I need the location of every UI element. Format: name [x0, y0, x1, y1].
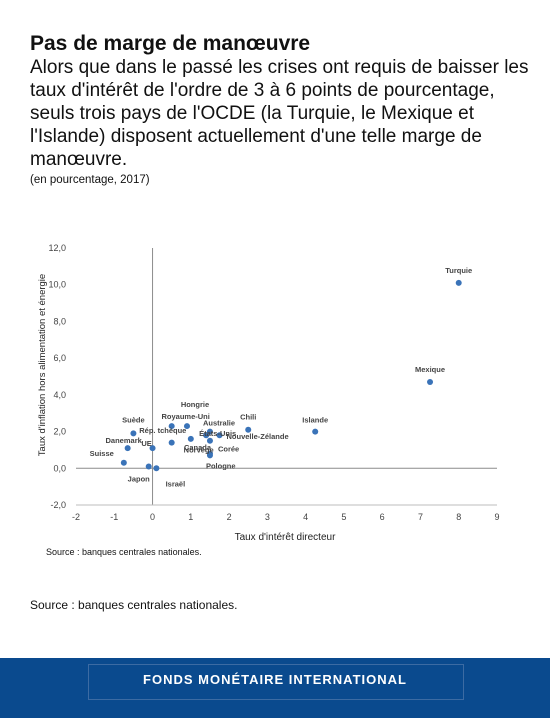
scatter-chart: -2,0 0,0 2,0 4,0 6,0 8,0 10,0 12,0 -2 -1 0 1 2 3 4 5 6 7…: [37, 243, 500, 543]
data-point: [124, 445, 131, 452]
data-label: Pologne: [206, 461, 236, 470]
x-tick-label: 5: [341, 512, 346, 522]
data-label: Corée: [218, 445, 239, 454]
y-tick-label: 0,0: [53, 463, 66, 473]
data-point: [168, 423, 175, 430]
y-axis-ticks: -2,0 0,0 2,0 4,0 6,0 8,0 10,0 12,0: [48, 243, 66, 510]
data-point: [312, 428, 319, 435]
data-label: UE: [141, 439, 151, 448]
y-tick-label: 12,0: [48, 243, 66, 253]
data-label: États-Unis: [199, 429, 236, 438]
y-tick-label: 6,0: [53, 353, 66, 363]
x-tick-label: 3: [265, 512, 270, 522]
data-point: [427, 379, 434, 386]
data-point: [203, 432, 210, 439]
y-tick-label: -2,0: [50, 500, 66, 510]
data-label: Japon: [128, 474, 151, 483]
data-label: Rép. tchèque: [139, 426, 186, 435]
footer-org-name: FONDS MONÉTAIRE INTERNATIONAL: [143, 672, 407, 687]
data-label: Nouvelle-Zélande: [227, 432, 289, 441]
data-point: [130, 430, 137, 437]
data-point: [149, 445, 156, 452]
data-label: Turquie: [445, 266, 472, 275]
x-tick-label: 6: [380, 512, 385, 522]
data-label: Hongrie: [181, 400, 209, 409]
data-label: Chili: [240, 413, 256, 422]
footer-frame: [88, 664, 464, 700]
data-point: [120, 459, 127, 466]
data-label: Australie: [203, 419, 235, 428]
data-label: Royaume-Uni: [162, 412, 210, 421]
data-label: Islande: [302, 416, 328, 425]
x-tick-label: -2: [72, 512, 80, 522]
data-label: Israël: [166, 479, 186, 488]
data-label: Suisse: [90, 449, 114, 458]
y-tick-label: 4,0: [53, 390, 66, 400]
x-tick-label: 1: [188, 512, 193, 522]
page-source-note: Source : banques centrales nationales.: [30, 598, 238, 612]
x-tick-label: -1: [110, 512, 118, 522]
data-label: Canada: [184, 443, 212, 452]
x-tick-label: 2: [227, 512, 232, 522]
chart-subtitle: Alors que dans le passé les crises ont r…: [30, 57, 529, 170]
data-label: Mexique: [415, 365, 445, 374]
data-point: [206, 437, 213, 444]
data-label: Danemark: [106, 436, 143, 445]
data-point: [206, 428, 213, 435]
x-tick-label: 9: [494, 512, 499, 522]
chart-title: Pas de marge de manœuvre: [30, 32, 311, 55]
data-point: [168, 439, 175, 446]
data-point: [245, 426, 252, 433]
x-tick-label: 7: [418, 512, 423, 522]
data-label: Suède: [122, 415, 145, 424]
data-point: [183, 423, 190, 430]
data-point: [153, 465, 160, 472]
x-axis-label: Taux d'intérêt directeur: [235, 532, 337, 543]
y-axis-label: Taux d'inflation hors alimentation et én…: [37, 274, 48, 456]
x-axis-ticks: -2 -1 0 1 2 3 4 5 6 7 8 9: [72, 512, 500, 522]
y-tick-label: 2,0: [53, 427, 66, 437]
data-point: [187, 435, 194, 442]
chart-source-note: Source : banques centrales nationales.: [46, 547, 202, 557]
data-label: Norvège: [184, 446, 214, 455]
footer-banner: FONDS MONÉTAIRE INTERNATIONAL: [0, 658, 550, 718]
data-labels: Turquie Mexique Islande Chili Nouvelle-Zélan…: [90, 266, 473, 488]
data-point: [206, 452, 213, 459]
x-tick-label: 0: [150, 512, 155, 522]
x-tick-label: 4: [303, 512, 308, 522]
data-point: [145, 463, 152, 470]
data-point: [455, 279, 462, 286]
y-tick-label: 8,0: [53, 316, 66, 326]
x-tick-label: 8: [456, 512, 461, 522]
unit-note: (en pourcentage, 2017): [30, 174, 150, 186]
data-point: [216, 432, 223, 439]
y-tick-label: 10,0: [48, 280, 66, 290]
data-points: [120, 279, 462, 472]
